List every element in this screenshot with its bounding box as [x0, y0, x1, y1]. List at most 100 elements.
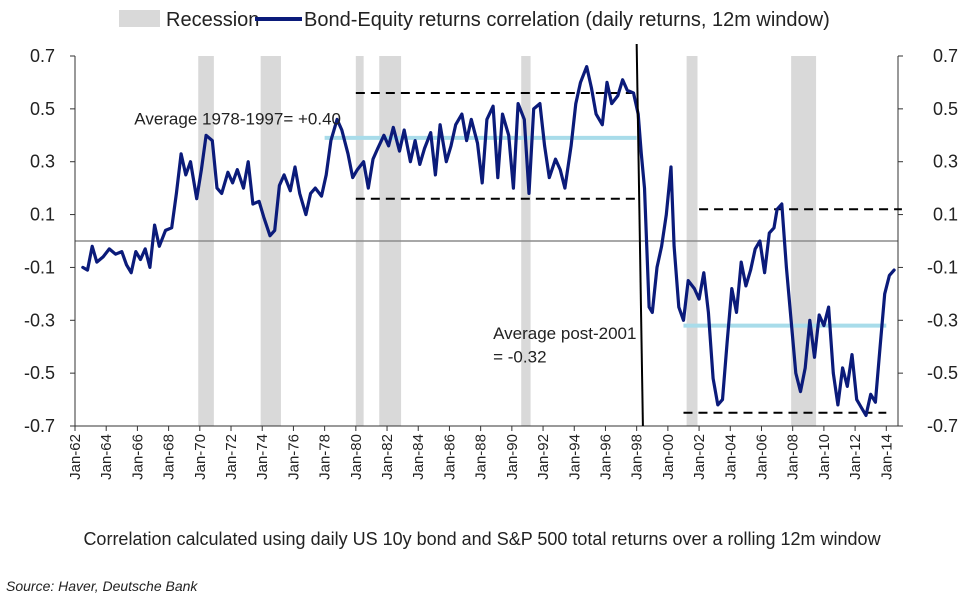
x-tick-label: Jan-88 [473, 434, 490, 480]
correlation-point [438, 123, 442, 126]
y-tick-label-right: 0.1 [933, 205, 958, 225]
correlation-point [687, 279, 690, 282]
correlation-point [785, 266, 788, 269]
correlation-point [892, 268, 896, 272]
correlation-point [226, 171, 230, 174]
correlation-point [716, 403, 719, 407]
correlation-point [387, 144, 390, 148]
correlation-point [423, 147, 426, 150]
correlation-point [754, 247, 757, 251]
correlation-point [702, 271, 705, 274]
correlation-point [356, 168, 359, 171]
x-tick-label: Jan-04 [722, 434, 739, 480]
correlation-point [329, 139, 333, 142]
y-tick-label-right: -0.7 [927, 416, 958, 436]
x-tick-label: Jan-82 [379, 434, 396, 480]
correlation-point [164, 229, 167, 232]
correlation-point [827, 305, 830, 309]
x-tick-label: Jan-94 [566, 434, 583, 480]
correlation-point [621, 78, 624, 82]
correlation-point [200, 168, 203, 171]
correlation-point [640, 152, 643, 155]
correlation-point [120, 250, 124, 253]
correlation-point [808, 319, 811, 322]
annotation-avg2a: Average post-2001 [493, 324, 636, 343]
correlation-point [314, 186, 317, 190]
correlation-series-line [81, 65, 896, 417]
legend-recession-label: Recession [166, 9, 259, 31]
correlation-point [730, 287, 733, 290]
correlation-point [655, 266, 659, 269]
correlation-point [682, 319, 685, 322]
correlation-point [775, 208, 779, 211]
correlation-point [114, 253, 117, 256]
correlation-point [158, 245, 161, 248]
correlation-point [864, 414, 868, 417]
y-tick-label-right: 0.5 [933, 99, 958, 119]
correlation-point [91, 245, 94, 248]
correlation-point [632, 91, 635, 95]
x-tick-label: Jan-92 [535, 434, 552, 480]
correlation-point [470, 118, 473, 121]
correlation-point [768, 231, 771, 235]
source-note: Source: Haver, Deutsche Bank [6, 578, 198, 594]
correlation-point [855, 398, 858, 401]
x-tick-label: Jan-64 [98, 434, 115, 480]
correlation-point [491, 105, 495, 108]
correlation-point [822, 324, 826, 327]
legend-recession-swatch [119, 10, 160, 27]
correlation-point [836, 403, 840, 407]
correlation-point [860, 406, 863, 409]
correlation-point [538, 102, 542, 105]
annotation-avg1: Average 1978-1997= +0.40 [134, 110, 341, 129]
x-tick-label: Jan-10 [816, 434, 833, 480]
y-tick-label-left: 0.7 [30, 46, 55, 66]
correlation-point [846, 385, 849, 388]
y-tick-label-right: 0.7 [933, 46, 958, 66]
regime-break-line [635, 43, 644, 427]
correlation-point [523, 118, 526, 121]
correlation-point [850, 353, 854, 356]
correlation-point [804, 366, 807, 370]
correlation-point [309, 192, 312, 195]
correlation-point [585, 65, 588, 68]
correlation-point [460, 112, 464, 116]
correlation-point [179, 152, 183, 155]
correlation-point [175, 192, 178, 195]
correlation-point [335, 118, 339, 121]
y-tick-label-right: -0.5 [927, 363, 958, 383]
correlation-point [693, 287, 696, 290]
correlation-point [496, 176, 499, 179]
correlation-point [298, 192, 301, 195]
correlation-point [251, 202, 255, 206]
correlation-point [211, 139, 214, 142]
correlation-point [204, 134, 208, 137]
correlation-point [236, 168, 239, 171]
correlation-point [789, 319, 793, 322]
annotation-avg2b: = -0.32 [493, 348, 546, 367]
correlation-point [268, 234, 272, 237]
correlation-point [579, 81, 582, 84]
x-tick-label: Jan-72 [223, 434, 240, 480]
correlation-point [501, 112, 504, 116]
correlation-point [740, 260, 743, 264]
correlation-point [409, 160, 412, 163]
correlation-point [763, 271, 766, 274]
x-tick-label: Jan-90 [504, 434, 521, 480]
correlation-point [413, 139, 417, 142]
y-tick-label-left: 0.3 [30, 152, 55, 172]
correlation-point [362, 160, 365, 163]
correlation-point [888, 274, 891, 277]
correlation-point [95, 260, 99, 264]
correlation-point [772, 226, 776, 229]
x-tick-label: Jan-96 [597, 434, 614, 480]
correlation-point [507, 134, 510, 137]
bond-equity-correlation-chart: -0.7 -0.7 -0.5 -0.5 -0.3 -0.3 -0.1 -0.1 0.1 0.1 0.… [24, 9, 958, 480]
x-tick-label: Jan-78 [317, 434, 334, 480]
correlation-point [516, 102, 520, 105]
correlation-point [832, 371, 835, 375]
correlation-point [242, 186, 245, 190]
correlation-point [262, 216, 265, 219]
correlation-point [134, 250, 137, 253]
x-tick-label: Jan-62 [67, 434, 84, 480]
